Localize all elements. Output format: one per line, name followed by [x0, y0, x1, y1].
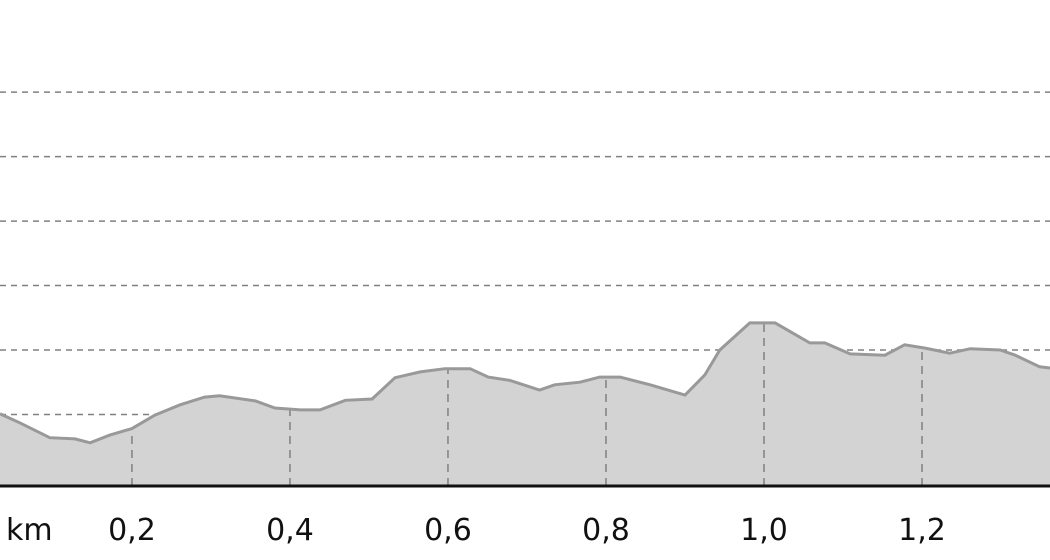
elevation-area — [0, 322, 1050, 486]
x-tick-label: 0,2 — [108, 513, 156, 548]
x-tick-label: 1,0 — [740, 513, 788, 548]
x-tick-label: 0,4 — [266, 513, 314, 548]
x-tick-label: 1,2 — [898, 513, 946, 548]
x-tick-labels: 0,2 0,4 0,6 0,8 1,0 1,2 — [108, 513, 946, 548]
x-axis-unit-label: km — [6, 513, 53, 548]
x-tick-label: 0,6 — [424, 513, 472, 548]
vertical-gridlines — [131, 322, 923, 486]
elevation-line — [0, 321, 1050, 445]
x-tick-label: 0,8 — [582, 513, 630, 548]
